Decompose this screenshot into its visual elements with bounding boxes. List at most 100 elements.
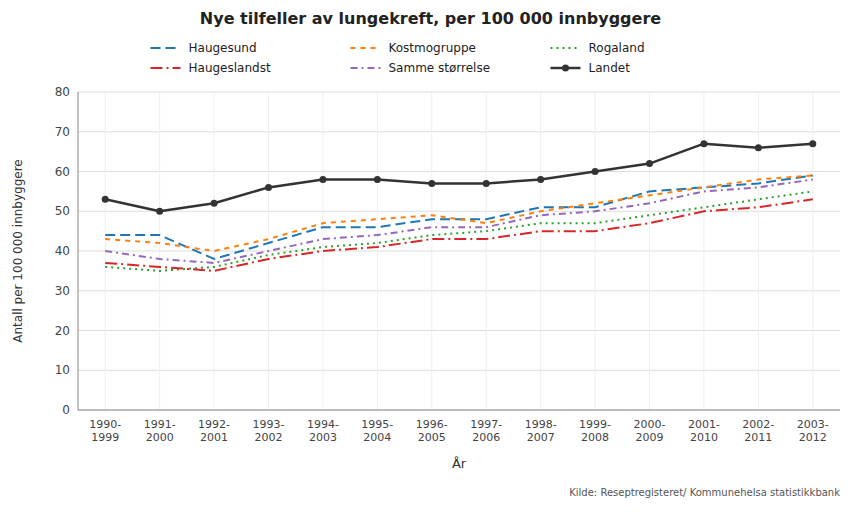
x-grid-line (595, 92, 596, 410)
y-grid-line (78, 131, 840, 132)
x-tick-label-line: 2012 (799, 431, 827, 444)
x-grid-line (214, 92, 215, 410)
x-tick-label-line: 2007 (527, 431, 555, 444)
legend-marker (562, 65, 569, 72)
y-tick-label: 40 (55, 244, 70, 258)
x-tick-label-line: 1996- (416, 418, 448, 431)
series-marker (483, 180, 490, 187)
y-grid-line (78, 290, 840, 291)
y-grid-line (78, 251, 840, 252)
x-tick-label: 1994-2003 (307, 418, 339, 444)
legend-swatch (551, 47, 581, 49)
x-tick-label-line: 1994- (307, 418, 339, 431)
series-marker (156, 208, 163, 215)
x-tick-label: 1992-2001 (198, 418, 230, 444)
title: Nye tilfeller av lungekreft, per 100 000… (200, 9, 661, 28)
series-marker (102, 196, 109, 203)
legend-swatch (351, 47, 381, 49)
x-grid-line (812, 92, 813, 410)
x-tick-label: 2003-2012 (797, 418, 829, 444)
legend-label: Rogaland (589, 41, 645, 55)
x-tick-label-line: 2006 (472, 431, 500, 444)
x-grid-line (540, 92, 541, 410)
series-marker (646, 160, 653, 167)
series-marker (755, 144, 762, 151)
x-tick-label-line: 2009 (636, 431, 664, 444)
y-tick-label: 70 (55, 125, 70, 139)
y-tick-label: 60 (55, 165, 70, 179)
x-axis-label: År (452, 456, 467, 471)
x-tick-label: 2000-2009 (634, 418, 666, 444)
series-marker (319, 176, 326, 183)
plot-area (102, 140, 817, 271)
series-marker (374, 176, 381, 183)
x-tick-label-line: 2010 (690, 431, 718, 444)
series-marker (537, 176, 544, 183)
y-grid-line (78, 211, 840, 212)
x-tick-label-line: 2002 (255, 431, 283, 444)
x-tick-label-line: 2000 (146, 431, 174, 444)
series-line (105, 179, 813, 262)
legend-label: Haugesund (189, 41, 257, 55)
x-tick-label-line: 1999- (579, 418, 611, 431)
x-tick-label: 1996-2005 (416, 418, 448, 444)
x-grid-line (159, 92, 160, 410)
x-tick-label-line: 2003 (309, 431, 337, 444)
y-grid-line (78, 330, 840, 331)
legend-swatch (151, 47, 181, 49)
series-line (105, 191, 813, 271)
x-tick-label-line: 1998- (525, 418, 557, 431)
x-tick-label: 1999-2008 (579, 418, 611, 444)
grid (78, 92, 840, 410)
legend-label: Samme størrelse (389, 61, 491, 75)
legend-label: Haugeslandst (189, 61, 271, 75)
x-tick-label-line: 2008 (581, 431, 609, 444)
x-tick-label: 2002-2011 (742, 418, 774, 444)
x-tick-label: 1990-1999 (89, 418, 121, 444)
x-tick-label-line: 1999 (91, 431, 119, 444)
y-tick-label: 0 (62, 403, 70, 417)
x-tick-label-line: 1990- (89, 418, 121, 431)
y-axis-label: Antall per 100 000 innbyggere (11, 159, 25, 342)
x-grid-line (377, 92, 378, 410)
series-line (105, 144, 813, 212)
y-grid-line (78, 171, 840, 172)
x-grid-line (703, 92, 704, 410)
y-grid-line (78, 370, 840, 371)
x-grid-line (431, 92, 432, 410)
series-line (105, 199, 813, 271)
legend-swatch (351, 67, 381, 69)
x-tick-label-line: 2005 (418, 431, 446, 444)
x-tick-label-line: 1997- (470, 418, 502, 431)
series-marker (809, 140, 816, 147)
chart: Nye tilfeller av lungekreft, per 100 000… (0, 0, 861, 512)
legend-swatch (151, 67, 181, 69)
y-tick-label: 30 (55, 284, 70, 298)
x-axis (78, 410, 840, 411)
x-grid-line (649, 92, 650, 410)
legend: Haugesund Kostmogruppe Rogaland Haugeslands… (151, 41, 645, 75)
y-tick-label: 20 (55, 324, 70, 338)
x-tick-label: 1998-2007 (525, 418, 557, 444)
x-tick-label-line: 2002- (742, 418, 774, 431)
legend-label: Landet (589, 61, 631, 75)
legend-label: Kostmogruppe (389, 41, 476, 55)
x-tick-label: 2001-2010 (688, 418, 720, 444)
x-tick-label: 1993-2002 (253, 418, 285, 444)
x-tick-label-line: 1991- (144, 418, 176, 431)
x-grid-line (486, 92, 487, 410)
x-tick-label: 1995-2004 (361, 418, 393, 444)
x-tick-label-line: 2001 (200, 431, 228, 444)
x-tick-label: 1997-2006 (470, 418, 502, 444)
series-marker (700, 140, 707, 147)
x-tick-label-line: 2003- (797, 418, 829, 431)
series-line (105, 175, 813, 258)
y-tick-label: 10 (55, 363, 70, 377)
x-tick-label-line: 2011 (744, 431, 772, 444)
series-marker (211, 200, 218, 207)
series-marker (265, 184, 272, 191)
y-grid-line (78, 92, 840, 93)
x-tick-label-line: 1993- (253, 418, 285, 431)
y-axis (78, 92, 79, 410)
series-marker (592, 168, 599, 175)
